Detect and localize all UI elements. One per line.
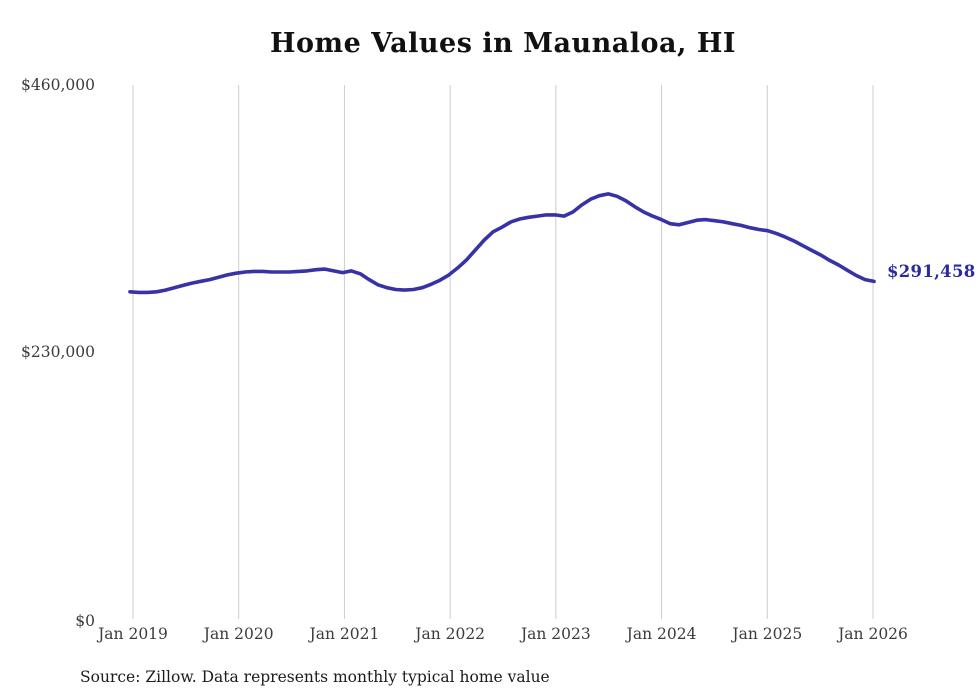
x-tick-label-jan-2022: Jan 2022	[415, 625, 486, 643]
source-note: Source: Zillow. Data represents monthly …	[80, 668, 550, 686]
x-tick-label-jan-2026: Jan 2026	[838, 625, 908, 643]
x-tick-label-jan-2021: Jan 2021	[309, 625, 380, 643]
x-tick-label-jan-2020: Jan 2020	[203, 625, 274, 643]
x-tick-label-jan-2019: Jan 2019	[98, 625, 168, 643]
y-tick-label-230000: $230,000	[21, 343, 95, 361]
home-value-line	[128, 192, 876, 295]
y-tick-label-0: $0	[75, 612, 95, 630]
x-tick-label-jan-2025: Jan 2025	[732, 625, 803, 643]
y-tick-label-460000: $460,000	[21, 76, 95, 94]
x-tick-label-jan-2023: Jan 2023	[520, 625, 591, 643]
x-tick-label-jan-2024: Jan 2024	[626, 625, 697, 643]
chart-title: Home Values in Maunaloa, HI	[270, 28, 736, 59]
latest-value-label: $291,458	[887, 262, 976, 281]
